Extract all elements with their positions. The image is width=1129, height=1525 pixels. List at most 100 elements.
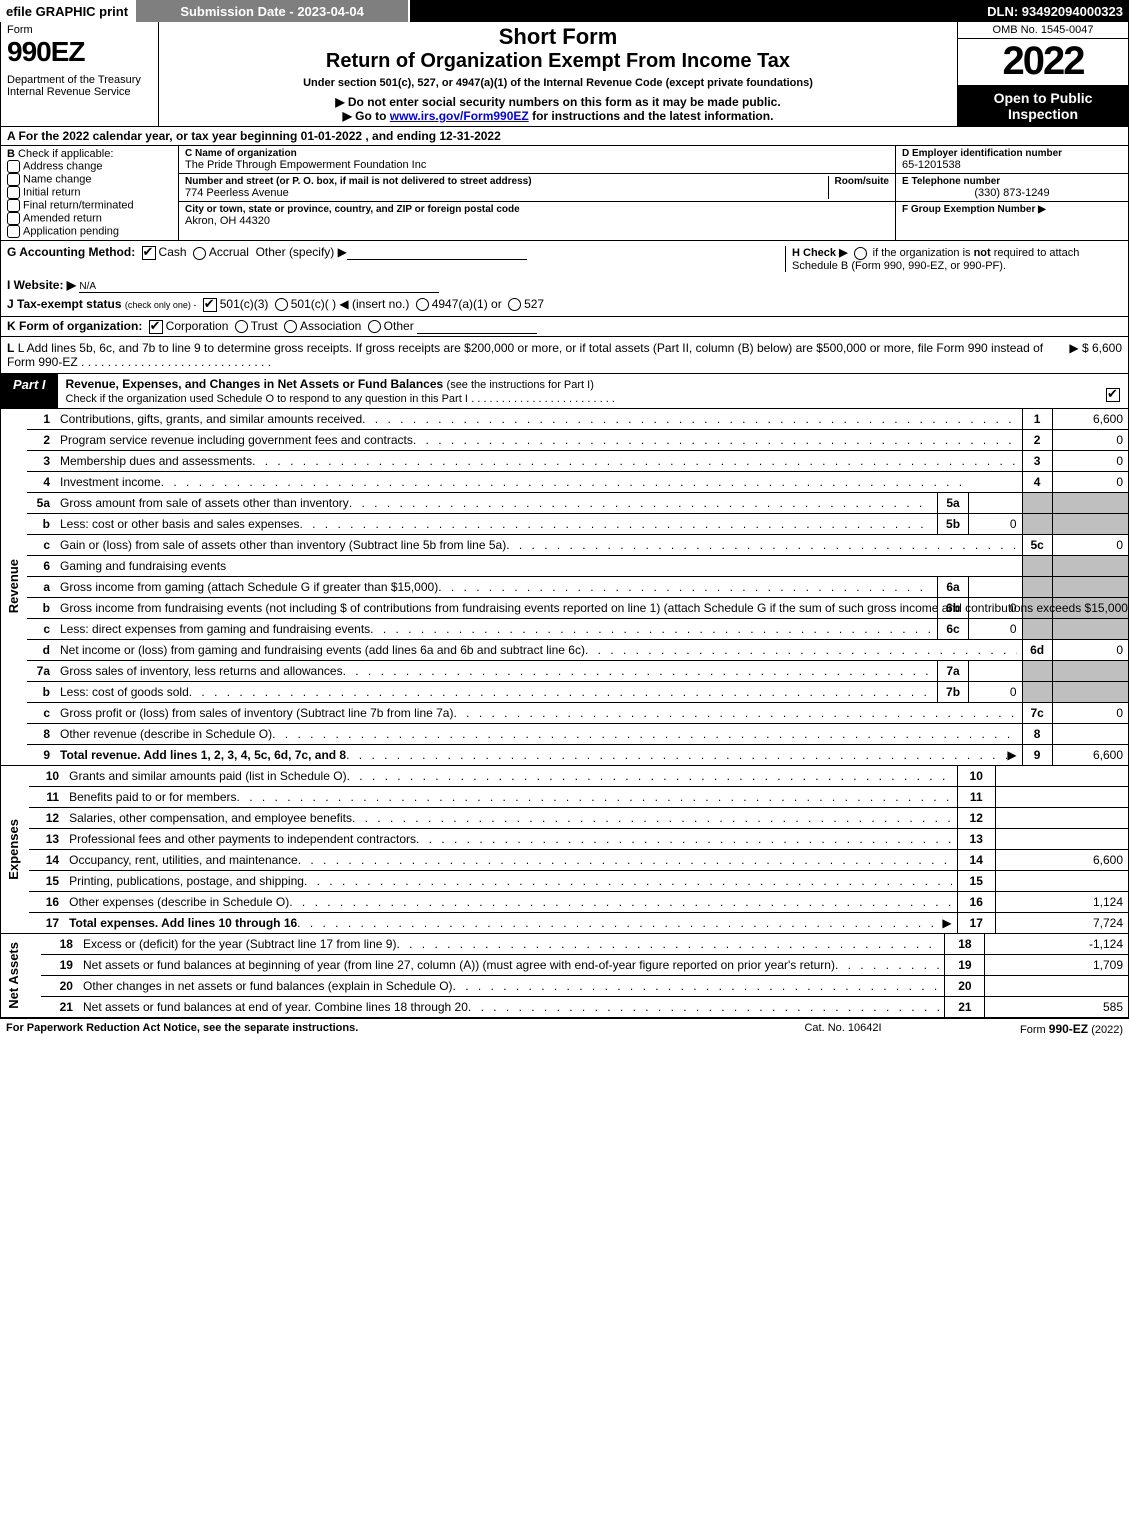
chk-name-change[interactable] — [7, 173, 20, 186]
chk-501c3[interactable] — [203, 298, 217, 312]
line-num: 12 — [29, 807, 65, 828]
chk-other[interactable] — [368, 320, 381, 333]
line-desc: Investment income . . . . . . . . . . . … — [55, 471, 1022, 492]
line-amt — [995, 786, 1128, 807]
line-amt-grey — [1052, 660, 1128, 681]
footer-right-post: (2022) — [1088, 1024, 1123, 1036]
footer-mid: Cat. No. 10642I — [743, 1022, 943, 1036]
table-row: Net Assets18Excess or (deficit) for the … — [1, 934, 1129, 955]
chk-accrual[interactable] — [193, 247, 206, 260]
line-desc: Net income or (loss) from gaming and fun… — [55, 639, 1022, 660]
section-b-c-d: B Check if applicable: Address change Na… — [0, 146, 1129, 241]
line-box: 8 — [1022, 723, 1052, 744]
tax-year: 2022 — [958, 39, 1128, 86]
sub-box: 6c — [938, 618, 968, 639]
chk-527[interactable] — [508, 298, 521, 311]
table-row: b Less: cost or other basis and sales ex… — [1, 513, 1129, 534]
chk-association[interactable] — [284, 320, 297, 333]
g-label: G Accounting Method: — [7, 245, 135, 259]
footer: For Paperwork Reduction Act Notice, see … — [0, 1018, 1129, 1039]
line-desc: Less: cost of goods sold . . . . . . . .… — [55, 681, 938, 702]
line-num: 1 — [27, 409, 55, 430]
line-num: 7a — [27, 660, 55, 681]
line-amt — [995, 766, 1128, 787]
line-amt: 7,724 — [995, 912, 1128, 933]
line-desc: Membership dues and assessments . . . . … — [55, 450, 1022, 471]
org-name: The Pride Through Empowerment Foundation… — [185, 159, 426, 171]
k-1: Trust — [251, 319, 278, 333]
line-desc: Less: cost or other basis and sales expe… — [55, 513, 938, 534]
g-other: Other (specify) ▶ — [256, 245, 347, 259]
header-right: OMB No. 1545-0047 2022 Open to Public In… — [958, 22, 1128, 126]
line-num: a — [27, 576, 55, 597]
sub-box: 5b — [938, 513, 968, 534]
chk-application-pending[interactable] — [7, 225, 20, 238]
line-desc: Total revenue. Add lines 1, 2, 3, 4, 5c,… — [55, 744, 1022, 765]
line-amt: 0 — [1052, 450, 1128, 471]
table-row: 3Membership dues and assessments . . . .… — [1, 450, 1129, 471]
table-row: 16Other expenses (describe in Schedule O… — [1, 891, 1129, 912]
chk-address-change[interactable] — [7, 160, 20, 173]
chk-corporation[interactable] — [149, 320, 163, 334]
line-amt: 0 — [1052, 639, 1128, 660]
k-other-fill[interactable] — [417, 319, 537, 334]
line-desc: Gain or (loss) from sale of assets other… — [55, 534, 1022, 555]
irs-link[interactable]: www.irs.gov/Form990EZ — [390, 109, 529, 123]
chk-501c[interactable] — [275, 298, 288, 311]
c-name-label: C Name of organization — [185, 148, 426, 159]
line-amt: 0 — [1052, 471, 1128, 492]
footer-right-form: 990-EZ — [1049, 1022, 1088, 1036]
table-row: 7a Gross sales of inventory, less return… — [1, 660, 1129, 681]
ein-value: 65-1201538 — [902, 159, 1122, 171]
line-num: 16 — [29, 891, 65, 912]
line-box: 21 — [945, 996, 985, 1017]
line-box: 13 — [957, 828, 995, 849]
open-public-inspection: Open to Public Inspection — [958, 86, 1128, 126]
chk-amended-return[interactable] — [7, 212, 20, 225]
line-amt — [1052, 723, 1128, 744]
j-527: 527 — [524, 297, 544, 311]
line-num: 4 — [27, 471, 55, 492]
line-amt — [995, 828, 1128, 849]
chk-4947[interactable] — [416, 298, 429, 311]
line-box-grey — [1022, 492, 1052, 513]
org-city: Akron, OH 44320 — [185, 215, 520, 227]
line-amt-grey — [1052, 681, 1128, 702]
g-other-fill[interactable] — [347, 245, 527, 260]
line-box: 6d — [1022, 639, 1052, 660]
g-accrual: Accrual — [209, 245, 249, 259]
chk-initial-return[interactable] — [7, 186, 20, 199]
line-box-grey — [1022, 660, 1052, 681]
line-amt-grey — [1052, 576, 1128, 597]
sub-box: 5a — [938, 492, 968, 513]
line-box-grey — [1022, 513, 1052, 534]
table-row: cGross profit or (loss) from sales of in… — [1, 702, 1129, 723]
table-row: 6Gaming and fundraising events — [1, 555, 1129, 576]
chk-cash[interactable] — [142, 246, 156, 260]
line-desc: Gross income from gaming (attach Schedul… — [55, 576, 938, 597]
line-num: c — [27, 618, 55, 639]
chk-h[interactable] — [854, 247, 867, 260]
chk-schedule-o[interactable] — [1106, 388, 1120, 402]
line-desc: Other changes in net assets or fund bala… — [78, 975, 945, 996]
line-num: 21 — [41, 996, 78, 1017]
line-desc: Other revenue (describe in Schedule O) .… — [55, 723, 1022, 744]
efile-label[interactable]: efile GRAPHIC print — [0, 0, 136, 22]
side-label: Revenue — [1, 409, 27, 766]
sub-box: 7b — [938, 681, 968, 702]
l-amount: ▶ $ 6,600 — [1061, 341, 1122, 369]
part1-title: Revenue, Expenses, and Changes in Net As… — [58, 374, 1098, 408]
dept-label: Department of the Treasury Internal Reve… — [7, 74, 152, 98]
line-amt-grey — [1052, 513, 1128, 534]
chk-trust[interactable] — [235, 320, 248, 333]
chk-final-return[interactable] — [7, 199, 20, 212]
line-amt: 6,600 — [995, 849, 1128, 870]
form-header: Form 990EZ Department of the Treasury In… — [0, 22, 1129, 127]
table-row: dNet income or (loss) from gaming and fu… — [1, 639, 1129, 660]
j-501c3: 501(c)(3) — [220, 297, 269, 311]
side-label: Expenses — [1, 766, 29, 934]
line-desc: Other expenses (describe in Schedule O) … — [64, 891, 957, 912]
line-num: c — [27, 702, 55, 723]
line-box: 2 — [1022, 429, 1052, 450]
line-num: 8 — [27, 723, 55, 744]
